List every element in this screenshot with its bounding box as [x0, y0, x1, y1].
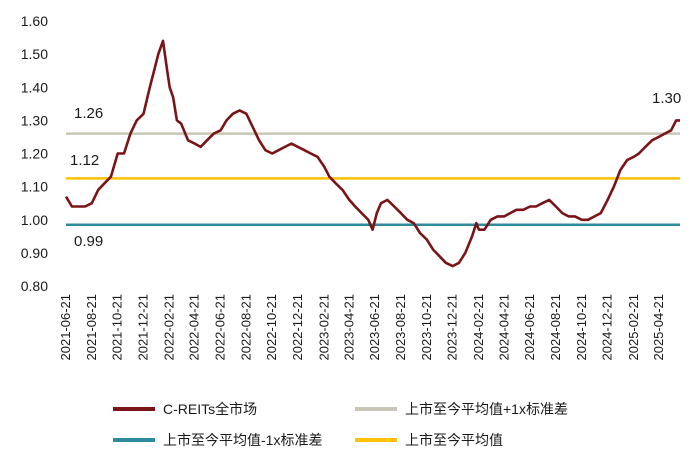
- x-tick-label: 2021-12-21: [135, 294, 150, 361]
- x-tick-label: 2025-02-21: [626, 294, 641, 361]
- x-tick-label: 2022-04-21: [187, 294, 202, 361]
- y-tick-label: 1.20: [21, 146, 48, 162]
- x-tick-label: 2025-04-21: [651, 294, 666, 361]
- x-axis-ticks: 2021-06-21 2021-08-21 2021-10-21 2021-12-21…: [58, 294, 666, 361]
- legend-label-plus-std: 上市至今平均值+1x标准差: [405, 401, 568, 417]
- y-tick-label: 1.60: [21, 13, 48, 29]
- annotation-mean: 1.12: [70, 152, 99, 169]
- x-tick-label: 2023-02-21: [316, 294, 331, 361]
- x-tick-label: 2024-12-21: [600, 294, 615, 361]
- x-tick-label: 2021-06-21: [58, 294, 73, 361]
- x-tick-label: 2024-10-21: [574, 294, 589, 361]
- x-tick-label: 2023-12-21: [445, 294, 460, 361]
- x-tick-label: 2024-06-21: [522, 294, 537, 361]
- x-tick-label: 2022-02-21: [162, 294, 177, 361]
- y-tick-label: 1.40: [21, 79, 48, 95]
- annotations: 1.26 1.12 0.99 1.30: [70, 90, 681, 250]
- annotation-latest: 1.30: [652, 90, 681, 107]
- x-tick-label: 2024-08-21: [548, 294, 563, 361]
- legend-label-mean: 上市至今平均值: [405, 432, 503, 448]
- x-tick-label: 2022-06-21: [213, 294, 228, 361]
- x-tick-label: 2024-02-21: [471, 294, 486, 361]
- y-tick-label: 1.50: [21, 46, 48, 62]
- legend-label-creits: C-REITs全市场: [163, 401, 257, 417]
- legend-label-minus-std: 上市至今平均值-1x标准差: [163, 432, 322, 448]
- y-tick-label: 1.30: [21, 112, 48, 128]
- legend: C-REITs全市场 上市至今平均值+1x标准差 上市至今平均值-1x标准差 上…: [113, 401, 568, 448]
- x-tick-label: 2022-08-21: [238, 294, 253, 361]
- x-tick-label: 2024-04-21: [496, 294, 511, 361]
- x-tick-label: 2022-10-21: [264, 294, 279, 361]
- annotation-minus-std: 0.99: [74, 233, 103, 250]
- x-tick-label: 2021-08-21: [84, 294, 99, 361]
- x-tick-label: 2021-10-21: [110, 294, 125, 361]
- x-tick-label: 2023-08-21: [393, 294, 408, 361]
- annotation-plus-std: 1.26: [74, 105, 103, 122]
- main-series: [64, 39, 681, 268]
- x-tick-label: 2022-12-21: [290, 294, 305, 361]
- reference-lines: [66, 132, 680, 226]
- x-tick-label: 2023-06-21: [367, 294, 382, 361]
- x-tick-label: 2023-10-21: [419, 294, 434, 361]
- x-tick-label: 2023-04-21: [341, 294, 356, 361]
- y-tick-label: 1.00: [21, 212, 48, 228]
- y-tick-label: 1.10: [21, 179, 48, 195]
- y-axis-ticks: 0.80 0.90 1.00 1.10 1.20 1.30 1.40 1.50 1.60: [21, 13, 48, 294]
- y-tick-label: 0.80: [21, 278, 48, 294]
- y-tick-label: 0.90: [21, 245, 48, 261]
- series-line-creits: [64, 39, 680, 268]
